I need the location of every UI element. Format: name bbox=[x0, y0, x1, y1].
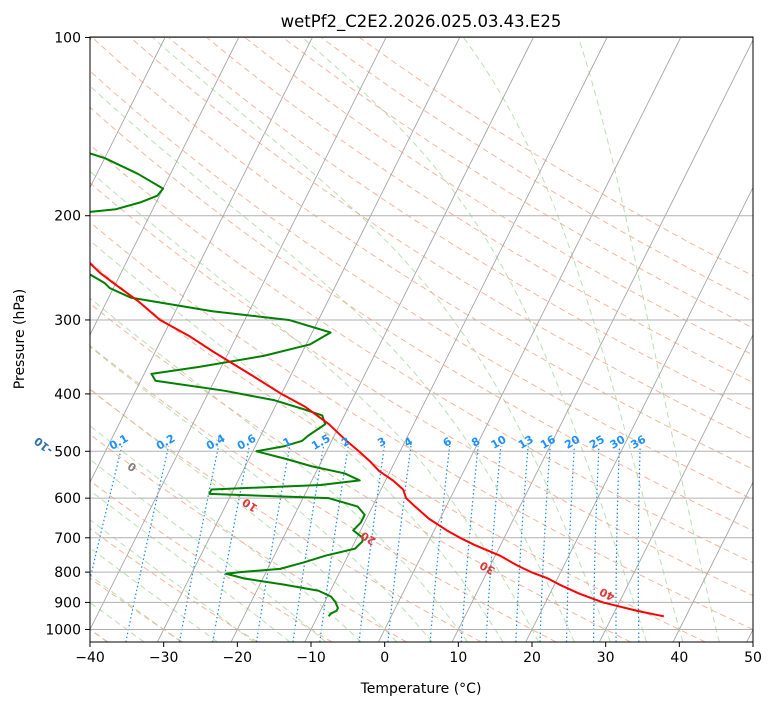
x-axis-label: Temperature (°C) bbox=[360, 681, 482, 697]
x-tick-label: −40 bbox=[75, 650, 105, 666]
x-tick-label: 10 bbox=[449, 650, 467, 666]
dry-adiabat-label: 40 bbox=[597, 585, 617, 604]
isotherm-line bbox=[90, 37, 313, 484]
dry-adiabat-line bbox=[91, 37, 753, 470]
isotherm-line bbox=[598, 333, 753, 642]
x-axis-ticks: −40 −30 −20 −10 0 10 20 30 40 50 bbox=[75, 642, 762, 666]
isotherm-line bbox=[156, 37, 461, 642]
y-tick-label: 400 bbox=[54, 387, 81, 403]
isotherm-line bbox=[304, 37, 608, 642]
dry-adiabat-line bbox=[90, 144, 753, 564]
y-axis-label: Pressure (hPa) bbox=[12, 289, 28, 389]
plot-frame bbox=[89, 36, 754, 643]
dry-adiabat-line bbox=[90, 480, 333, 642]
x-tick-label: 40 bbox=[670, 650, 688, 666]
dry-adiabat-line bbox=[206, 37, 753, 384]
moist-adiabat-line bbox=[90, 458, 327, 642]
y-tick-label: 800 bbox=[54, 565, 81, 581]
y-tick-label: 600 bbox=[54, 491, 81, 507]
moist-adiabat-line bbox=[90, 519, 255, 642]
y-tick-label: 200 bbox=[54, 209, 81, 225]
mixing-ratio-line bbox=[178, 445, 220, 642]
dry-adiabat-line bbox=[90, 302, 631, 642]
moist-adiabat-line bbox=[90, 85, 575, 642]
chart-title: wetPf2_C2E2.2026.025.03.43.E25 bbox=[281, 12, 562, 32]
y-axis-ticks: 100 200 300 400 500 600 700 800 900 1000 bbox=[45, 31, 90, 639]
y-tick-label: 100 bbox=[54, 31, 81, 47]
mixing-ratio-line bbox=[212, 445, 250, 642]
mixing-ratio-line bbox=[358, 446, 385, 642]
dry-adiabat-line bbox=[90, 106, 753, 532]
dry-adiabat-line bbox=[244, 37, 753, 356]
moist-adiabats-group bbox=[90, 37, 720, 642]
dry-adiabat-line bbox=[90, 70, 753, 501]
moist-adiabat-line bbox=[90, 170, 540, 642]
moist-adiabat-line bbox=[301, 37, 648, 642]
y-tick-label: 700 bbox=[54, 531, 81, 547]
mixing-ratio-line bbox=[255, 445, 291, 642]
mixing-ratio-line bbox=[429, 446, 451, 642]
x-tick-label: −10 bbox=[296, 650, 326, 666]
dry-adiabat-line bbox=[90, 221, 753, 631]
isotherm-line bbox=[90, 37, 166, 189]
moist-adiabat-line bbox=[90, 239, 504, 642]
x-tick-label: −20 bbox=[223, 650, 253, 666]
mixing-ratio-line bbox=[319, 446, 349, 642]
isotherm-line bbox=[90, 37, 240, 336]
y-tick-label: 300 bbox=[54, 313, 81, 329]
x-tick-label: −30 bbox=[149, 650, 179, 666]
x-tick-label: 0 bbox=[380, 650, 389, 666]
isotherm-line bbox=[377, 37, 682, 642]
moist-adiabat-line bbox=[90, 574, 182, 642]
skewed-isotherms-group bbox=[90, 37, 753, 642]
x-tick-label: 30 bbox=[597, 650, 615, 666]
moist-adiabat-line bbox=[577, 37, 720, 642]
dry-adiabat-line bbox=[90, 388, 482, 642]
y-tick-label: 900 bbox=[54, 595, 81, 611]
dry-adiabat-line bbox=[90, 182, 753, 597]
isotherm-line bbox=[90, 37, 387, 631]
plot-area-background bbox=[90, 37, 753, 642]
isotherm-line bbox=[230, 37, 534, 642]
moist-adiabat-line bbox=[463, 37, 684, 642]
moist-adiabat-line bbox=[90, 547, 218, 642]
moist-adiabat-line bbox=[90, 425, 362, 642]
temperature-line bbox=[90, 261, 665, 618]
x-tick-label: 20 bbox=[523, 650, 541, 666]
isotherm-line bbox=[672, 481, 753, 642]
dry-adiabat-line bbox=[90, 577, 183, 642]
moist-adiabat-line bbox=[90, 297, 468, 642]
y-tick-label: 1000 bbox=[45, 623, 81, 639]
isotherm-line bbox=[451, 39, 753, 642]
y-tick-label: 500 bbox=[54, 444, 81, 460]
mixing-ratio-line bbox=[125, 445, 170, 642]
sounding-profiles-group bbox=[90, 152, 665, 618]
x-tick-label: 50 bbox=[744, 650, 762, 666]
dry-adiabat-line bbox=[90, 261, 706, 642]
isotherm-line bbox=[525, 186, 753, 642]
